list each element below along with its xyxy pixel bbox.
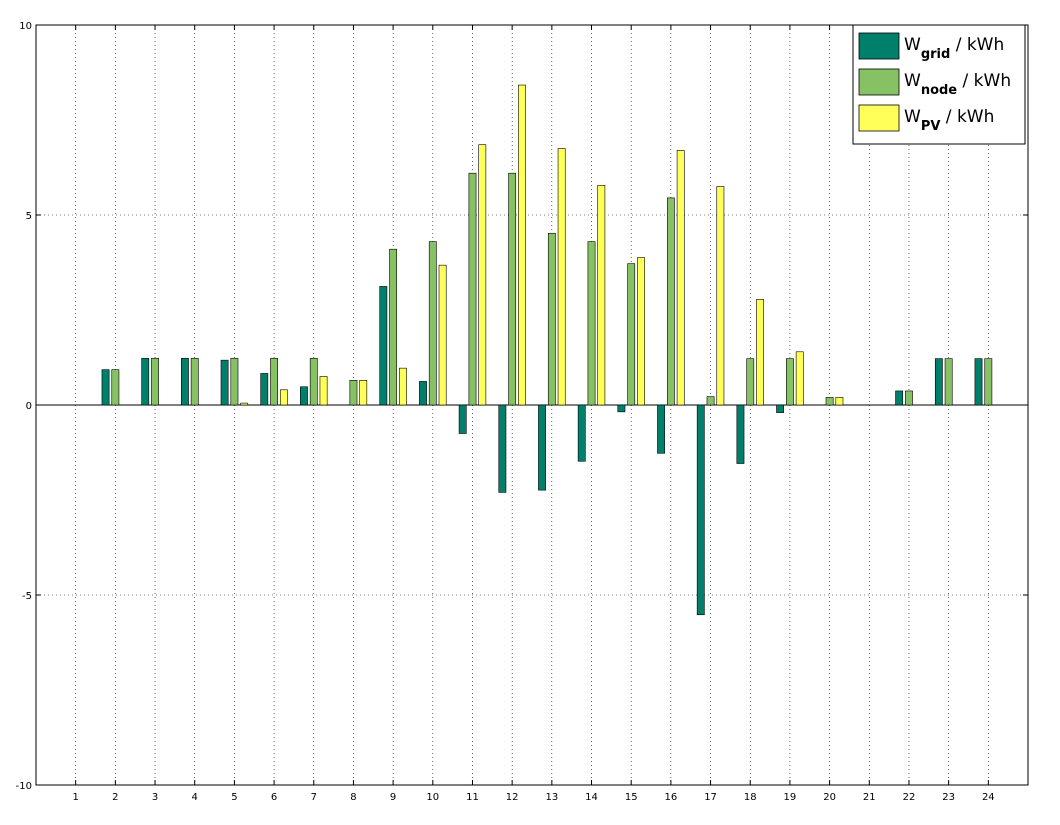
- bar-node: [111, 369, 120, 406]
- bar-node: [428, 241, 437, 406]
- bar-node: [309, 357, 318, 406]
- y-tick-label: -10: [16, 781, 32, 792]
- y-tick-label: 5: [26, 211, 32, 222]
- x-tick-label: 6: [271, 792, 277, 803]
- bar-pv: [279, 389, 288, 406]
- bar-grid: [776, 404, 785, 413]
- bar-node: [389, 248, 398, 406]
- y-tick-labels: -10 -5 0 5 10: [16, 21, 32, 792]
- bar-grid: [260, 373, 269, 406]
- bars: [101, 84, 993, 616]
- bar-pv: [240, 402, 249, 406]
- bar-node: [746, 358, 755, 406]
- x-tick-label: 3: [152, 792, 158, 803]
- bar-node: [349, 379, 358, 406]
- x-tick-label: 14: [585, 792, 598, 803]
- bar-pv: [438, 264, 447, 406]
- bar-pv: [835, 397, 844, 406]
- bar-pv: [478, 144, 487, 406]
- bar-node: [151, 357, 159, 406]
- bar-grid: [657, 404, 665, 454]
- x-tick-label: 19: [784, 792, 797, 803]
- x-tick-label: 5: [231, 792, 237, 803]
- bar-pv: [319, 376, 328, 406]
- bar-grid: [617, 404, 626, 413]
- bar-grid: [220, 359, 229, 406]
- bar-grid: [458, 404, 467, 434]
- bar-grid: [181, 357, 189, 406]
- x-tick-labels: 1 2 3 4 5 6 7 8 9 10 11 12 13 14 15 16 17 18 19 20 21 22 23 24: [72, 792, 994, 803]
- bar-grid: [538, 404, 546, 491]
- bar-pv: [399, 367, 407, 406]
- bar-grid: [141, 357, 150, 406]
- bar-node: [627, 263, 636, 406]
- x-tick-label: 8: [350, 792, 356, 803]
- x-tick-label: 4: [192, 792, 198, 803]
- bar-grid: [577, 404, 586, 462]
- legend-swatch: [858, 68, 900, 96]
- bar-grid: [974, 358, 983, 406]
- bar-node: [508, 172, 517, 406]
- x-tick-label: 22: [903, 792, 916, 803]
- bar-grid: [101, 369, 110, 406]
- bar-pv: [676, 150, 685, 406]
- legend-entry: Wgrid / kWh: [904, 35, 1004, 62]
- x-tick-label: 13: [545, 792, 558, 803]
- bar-grid: [696, 404, 705, 616]
- x-tick-label: 18: [744, 792, 757, 803]
- legend: Wgrid / kWh Wnode / kWh WPV / kWh: [852, 24, 1026, 145]
- bar-pv: [518, 84, 526, 406]
- x-tick-label: 21: [863, 792, 876, 803]
- x-tick-label: 2: [112, 792, 118, 803]
- x-tick-label: 1: [72, 792, 78, 803]
- bar-pv: [795, 351, 804, 406]
- bar-grid: [300, 386, 308, 406]
- y-tick-label: -5: [22, 591, 32, 602]
- bar-grid: [895, 390, 904, 406]
- bar-node: [230, 357, 239, 406]
- bar-grid: [419, 381, 427, 406]
- x-tick-label: 24: [982, 792, 995, 803]
- tick-marks: [36, 24, 1028, 786]
- legend-entry: WPV / kWh: [904, 107, 994, 134]
- x-tick-label: 17: [704, 792, 717, 803]
- bar-node: [587, 241, 596, 406]
- bar-node: [905, 390, 913, 406]
- legend-entry: Wnode / kWh: [904, 71, 1011, 98]
- x-tick-label: 9: [390, 792, 396, 803]
- bar-node: [468, 172, 477, 406]
- legend-swatch: [858, 104, 900, 132]
- y-tick-label: 0: [26, 401, 32, 412]
- bar-node: [666, 197, 675, 406]
- bar-pv: [557, 148, 566, 406]
- legend-swatch: [858, 32, 900, 60]
- y-tick-label: 10: [19, 21, 32, 32]
- x-tick-label: 16: [665, 792, 678, 803]
- bar-grid: [379, 286, 388, 406]
- bar-node: [825, 397, 834, 406]
- x-tick-label: 7: [311, 792, 317, 803]
- bar-node: [706, 396, 715, 406]
- bar-node: [190, 357, 199, 406]
- x-tick-label: 11: [466, 792, 479, 803]
- bar-node: [270, 357, 278, 406]
- bar-grid: [736, 404, 745, 464]
- bar-node: [547, 232, 556, 406]
- x-tick-label: 12: [506, 792, 519, 803]
- bar-pv: [359, 379, 368, 406]
- bar-pv: [756, 299, 764, 406]
- x-tick-label: 15: [625, 792, 638, 803]
- bar-pv: [637, 257, 645, 406]
- bar-grid: [498, 404, 507, 493]
- x-tick-label: 10: [426, 792, 439, 803]
- bar-node: [944, 358, 953, 406]
- bar-grid: [934, 358, 943, 406]
- x-tick-label: 20: [823, 792, 836, 803]
- bar-node: [786, 358, 794, 406]
- bar-node: [984, 358, 993, 406]
- x-tick-label: 23: [942, 792, 955, 803]
- bar-pv: [716, 186, 725, 406]
- bar-pv: [597, 185, 606, 406]
